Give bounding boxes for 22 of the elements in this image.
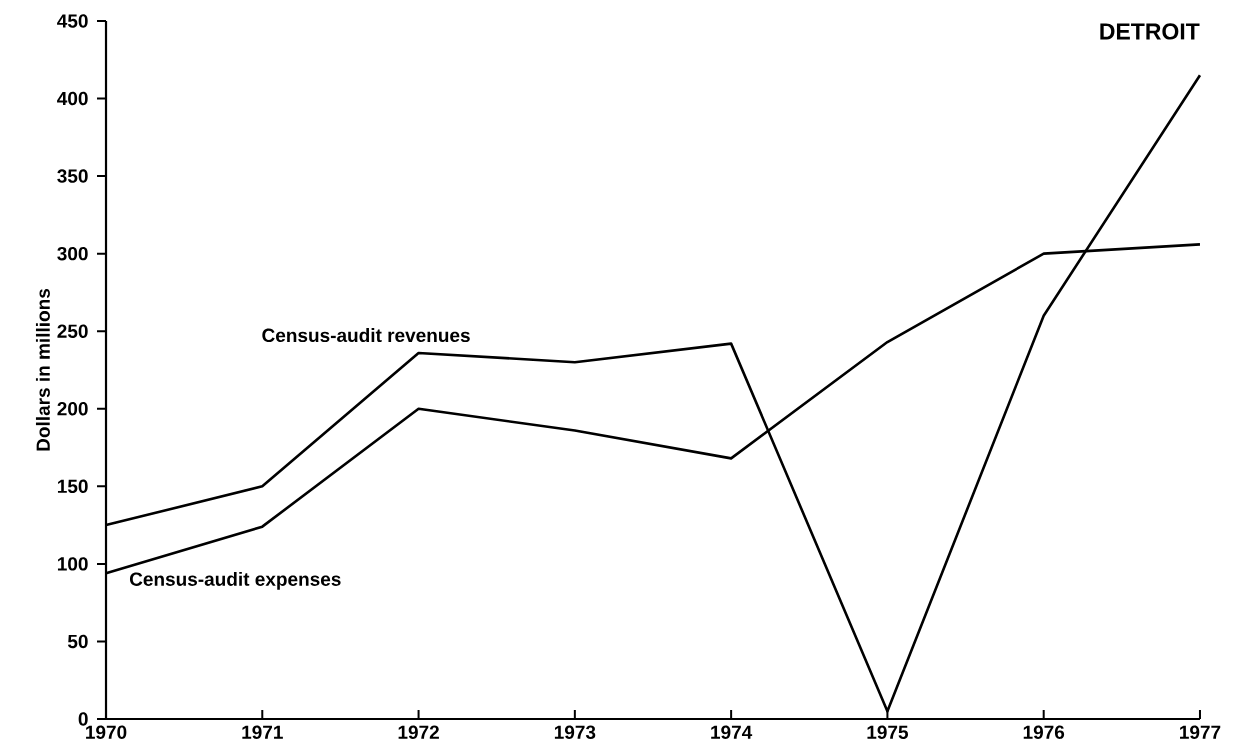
y-tick-label: 50 (67, 634, 88, 649)
y-tick-label: 150 (57, 479, 88, 494)
x-tick-label: 1973 (554, 725, 596, 739)
y-tick-label: 0 (78, 712, 88, 726)
series-label: Census-audit expenses (129, 571, 341, 590)
y-tick-label: 450 (57, 14, 88, 28)
y-tick-label: 250 (57, 324, 88, 338)
x-tick-label: 1972 (398, 725, 439, 739)
x-tick-label: 1971 (242, 725, 283, 739)
chart-title: DETROIT (1100, 23, 1200, 40)
series-label: Census-audit revenues (262, 328, 470, 343)
x-tick-label: 1974 (711, 725, 753, 739)
x-tick-label: 1977 (1180, 725, 1221, 739)
x-tick-label: 1970 (86, 725, 127, 739)
y-tick-label: 300 (57, 246, 88, 261)
x-tick-label: 1975 (867, 725, 909, 739)
y-tick-label: 350 (57, 169, 88, 183)
y-tick-label: 400 (57, 91, 88, 106)
y-tick-label: 100 (57, 557, 88, 571)
y-axis-title: Dollars in millions (35, 288, 50, 451)
y-tick-label: 200 (57, 402, 88, 416)
x-tick-label: 1976 (1023, 725, 1065, 739)
